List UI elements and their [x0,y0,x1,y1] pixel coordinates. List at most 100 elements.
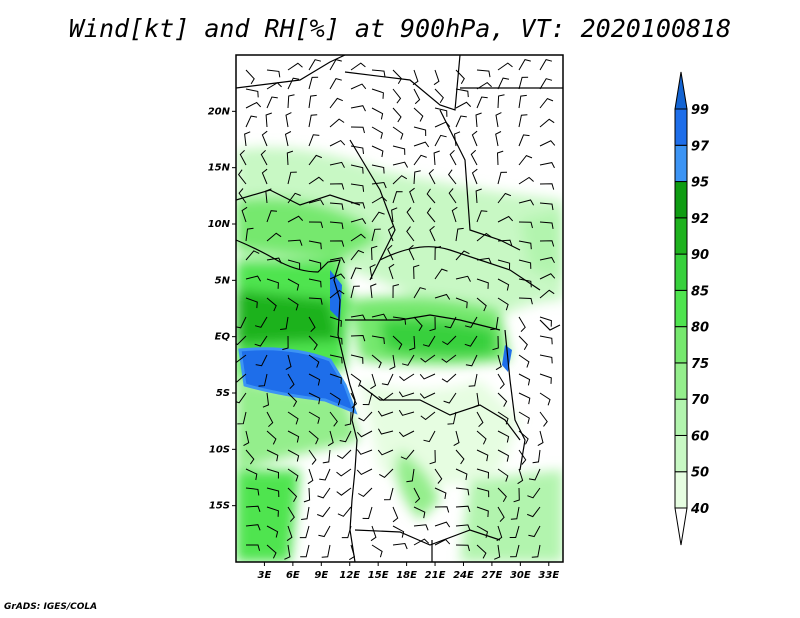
colorbar-swatch [674,253,688,291]
wind-barb [350,105,366,112]
colorbar-label: 80 [691,321,709,336]
wind-barb [379,468,394,479]
wind-barb [308,449,317,465]
wind-barb [442,335,457,346]
wind-barb [434,121,451,128]
wind-barb [455,524,471,531]
wind-barb [428,168,436,185]
wind-barb [286,525,293,542]
wind-barb [497,506,505,522]
wind-barb [494,544,501,560]
wind-barb [497,94,505,109]
wind-barb [475,112,482,128]
wind-barb [475,188,482,204]
wind-barb [266,257,282,264]
wind-barb [266,69,281,78]
wind-barb [455,88,469,98]
wind-barb [447,411,457,425]
wind-barb [497,411,509,425]
lat-tick-label: 15S [209,501,230,512]
wind-barb [327,430,334,447]
lon-tick-label: 3E [258,570,272,581]
wind-barb [371,164,385,174]
wind-barb [464,316,478,328]
lon-tick-label: 12E [339,570,360,581]
wind-barb [266,430,277,445]
wind-barb [287,171,297,185]
wind-barb [308,94,317,109]
wind-barb [496,525,503,542]
wind-barb [497,259,511,270]
wind-barb [329,289,345,299]
wind-barb [337,506,352,517]
wind-barb [350,334,366,342]
wind-barb [392,335,403,350]
wind-barb [455,250,470,261]
wind-barb [455,297,468,309]
wind-barb [476,96,488,109]
wind-barb [261,168,268,185]
wind-barb [339,430,352,443]
wind-barb [241,206,248,223]
wind-barb [513,487,520,503]
wind-barb [266,210,278,223]
wind-barb [336,487,352,496]
wind-barb [350,233,366,242]
wind-barb [349,544,355,561]
wind-barb [371,126,383,139]
wind-barb [434,107,448,117]
wind-barb [434,268,448,280]
wind-barb [539,221,554,229]
wind-barb [406,468,415,483]
wind-barb [266,468,280,479]
wind-barb [518,259,532,269]
wind-barb [434,506,450,513]
wind-barb [434,468,443,484]
wind-barb [329,373,342,384]
colorbar-label: 95 [691,176,709,191]
wind-barb [392,126,404,140]
colorbar-swatch [674,471,688,509]
wind-barb [246,544,261,551]
wind-barb [308,59,322,71]
colorbar-swatch [674,398,688,436]
wind-barb [377,410,394,417]
wind-barb [358,411,373,422]
wind-barb [518,114,528,128]
wind-barb [433,69,440,86]
colorbar-label: 50 [691,466,709,481]
lon-tick-label: 18E [396,570,417,581]
wind-barb [329,392,341,406]
wind-barb [420,354,436,363]
wind-barb [308,76,319,90]
wind-barb [377,428,394,435]
wind-barb [341,525,352,539]
wind-barb [308,259,322,270]
wind-barb [308,240,322,250]
wind-barb [476,430,487,445]
wind-barb [287,449,300,462]
map-area [236,55,563,562]
wind-barb [284,544,291,560]
wind-barb [303,487,311,503]
wind-barb [245,88,259,98]
colorbar-swatch [674,326,688,364]
wind-barb [539,97,554,109]
wind-barb [371,69,386,78]
wind-barb [287,259,301,270]
wind-barb [350,183,365,192]
wind-barb [423,430,436,443]
wind-barb [434,134,447,147]
wind-barb [443,392,457,404]
wind-barb [371,313,388,320]
wind-barb [539,354,553,364]
wind-barb [329,354,343,364]
wind-barb [497,239,513,247]
wind-barb [455,101,472,109]
wind-barb [370,283,377,299]
wind-barb [539,118,555,128]
wind-barb [539,162,555,169]
wind-barb [350,164,364,174]
wind-barb [350,314,366,321]
wind-barb [377,449,394,456]
